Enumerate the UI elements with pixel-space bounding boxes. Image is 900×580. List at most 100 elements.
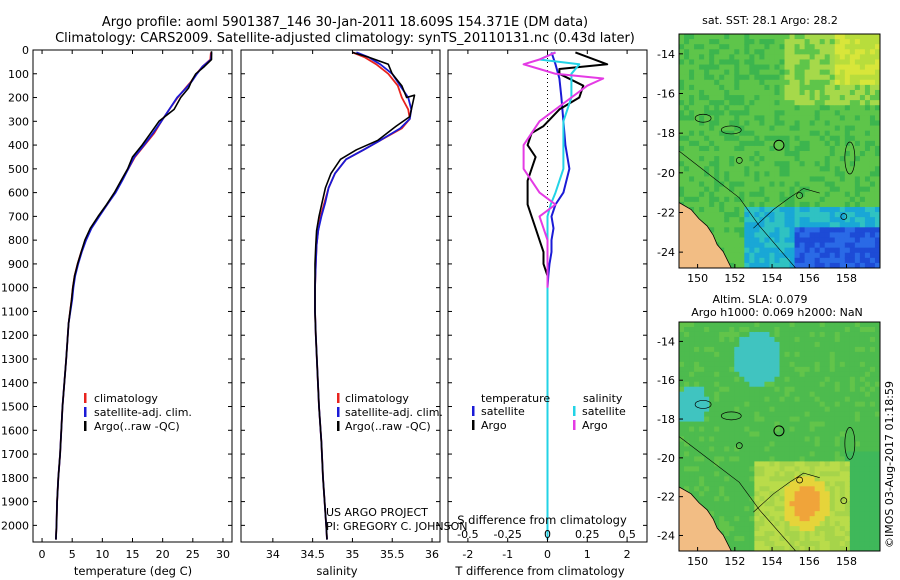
map-cell	[739, 166, 745, 172]
map-cell	[724, 34, 730, 40]
map-cell	[769, 54, 776, 61]
map-cell	[824, 64, 831, 71]
map-cell	[704, 130, 710, 137]
map-cell	[829, 391, 836, 398]
map-cell	[714, 145, 720, 152]
map-cell	[749, 89, 755, 96]
map-cell	[714, 54, 720, 61]
map-cell	[799, 227, 806, 233]
map-cell	[794, 481, 801, 487]
map-cell	[809, 336, 816, 343]
map-cell	[784, 511, 791, 517]
map-cell	[779, 161, 786, 167]
map-cell	[714, 100, 720, 106]
map-cell	[724, 366, 730, 373]
map-cell	[844, 541, 851, 547]
map-cell	[829, 171, 836, 178]
map-cell	[874, 366, 880, 373]
map-cell	[859, 536, 866, 542]
map-cell	[804, 446, 811, 453]
map-cell	[829, 191, 836, 198]
map-cell	[854, 237, 861, 244]
map-cell	[859, 201, 866, 208]
map-cell	[779, 391, 786, 398]
map-cell	[719, 105, 725, 111]
map-cell	[709, 186, 715, 193]
map-cell	[729, 511, 735, 517]
map-cell	[839, 64, 846, 71]
map-cell	[869, 186, 876, 193]
map-cell	[734, 206, 740, 213]
map-cell	[804, 331, 811, 338]
map-cell	[724, 456, 730, 462]
map-cell	[799, 336, 806, 343]
map-cell	[704, 69, 710, 76]
map-cell	[694, 39, 700, 45]
map-cell	[679, 361, 685, 368]
map-cell	[779, 84, 786, 91]
map-cell	[779, 115, 786, 122]
map-cell	[874, 326, 880, 333]
map-cell	[824, 456, 831, 462]
map-cell	[759, 201, 766, 208]
map-cell	[794, 222, 801, 228]
map-cell	[709, 156, 715, 162]
map-cell	[769, 541, 776, 547]
map-cell	[684, 44, 690, 50]
map-cell	[774, 451, 781, 458]
map-cell	[699, 206, 705, 213]
map-cell	[804, 89, 811, 96]
map-cell	[814, 322, 821, 328]
map-cell	[824, 247, 831, 254]
map-cell	[704, 79, 710, 86]
map-cell	[824, 201, 831, 208]
map-cell	[809, 69, 816, 76]
map-cell	[864, 191, 871, 198]
map-cell	[869, 491, 876, 497]
map-cell	[699, 74, 705, 81]
map-cell	[794, 491, 801, 497]
map-cell	[854, 336, 861, 343]
map-cell	[719, 161, 725, 167]
map-cell	[684, 471, 690, 477]
map-cell	[739, 386, 745, 393]
map-cell	[874, 421, 880, 428]
map-cell	[849, 346, 856, 353]
map-cell	[684, 346, 690, 353]
map-cell	[864, 59, 871, 66]
map-cell	[854, 501, 861, 507]
map-cell	[814, 206, 821, 213]
map-cell	[759, 446, 766, 453]
map-cell	[709, 34, 715, 40]
map-cell	[719, 421, 725, 428]
map-cell	[874, 536, 880, 542]
map-cell	[869, 536, 876, 542]
map-cell	[834, 336, 841, 343]
map-cell	[834, 242, 841, 249]
map-cell	[784, 351, 791, 358]
sla-map-axes: 150 152 154 156 158-14-16-18-20-22-24	[657, 335, 857, 568]
map-cell	[739, 34, 745, 40]
map-cell	[794, 176, 801, 183]
map-cell	[854, 466, 861, 472]
reef-outline	[844, 141, 856, 175]
map-cell	[829, 247, 836, 254]
map-cell	[809, 171, 816, 178]
map-cell	[759, 406, 766, 413]
map-cell	[749, 145, 755, 152]
map-cell	[834, 341, 841, 348]
map-cell	[844, 416, 851, 423]
map-cell	[754, 526, 760, 532]
map-cell	[709, 441, 715, 448]
map-cell	[844, 536, 851, 542]
map-cell	[744, 541, 750, 547]
salinity-lines	[314, 51, 416, 540]
map-cell	[804, 34, 811, 40]
map-cell	[719, 346, 725, 353]
map-cell	[834, 471, 841, 477]
map-cell	[794, 511, 801, 517]
map-cell	[864, 331, 871, 338]
map-cell	[684, 186, 690, 193]
map-cell	[794, 451, 801, 458]
map-cell	[804, 49, 811, 55]
